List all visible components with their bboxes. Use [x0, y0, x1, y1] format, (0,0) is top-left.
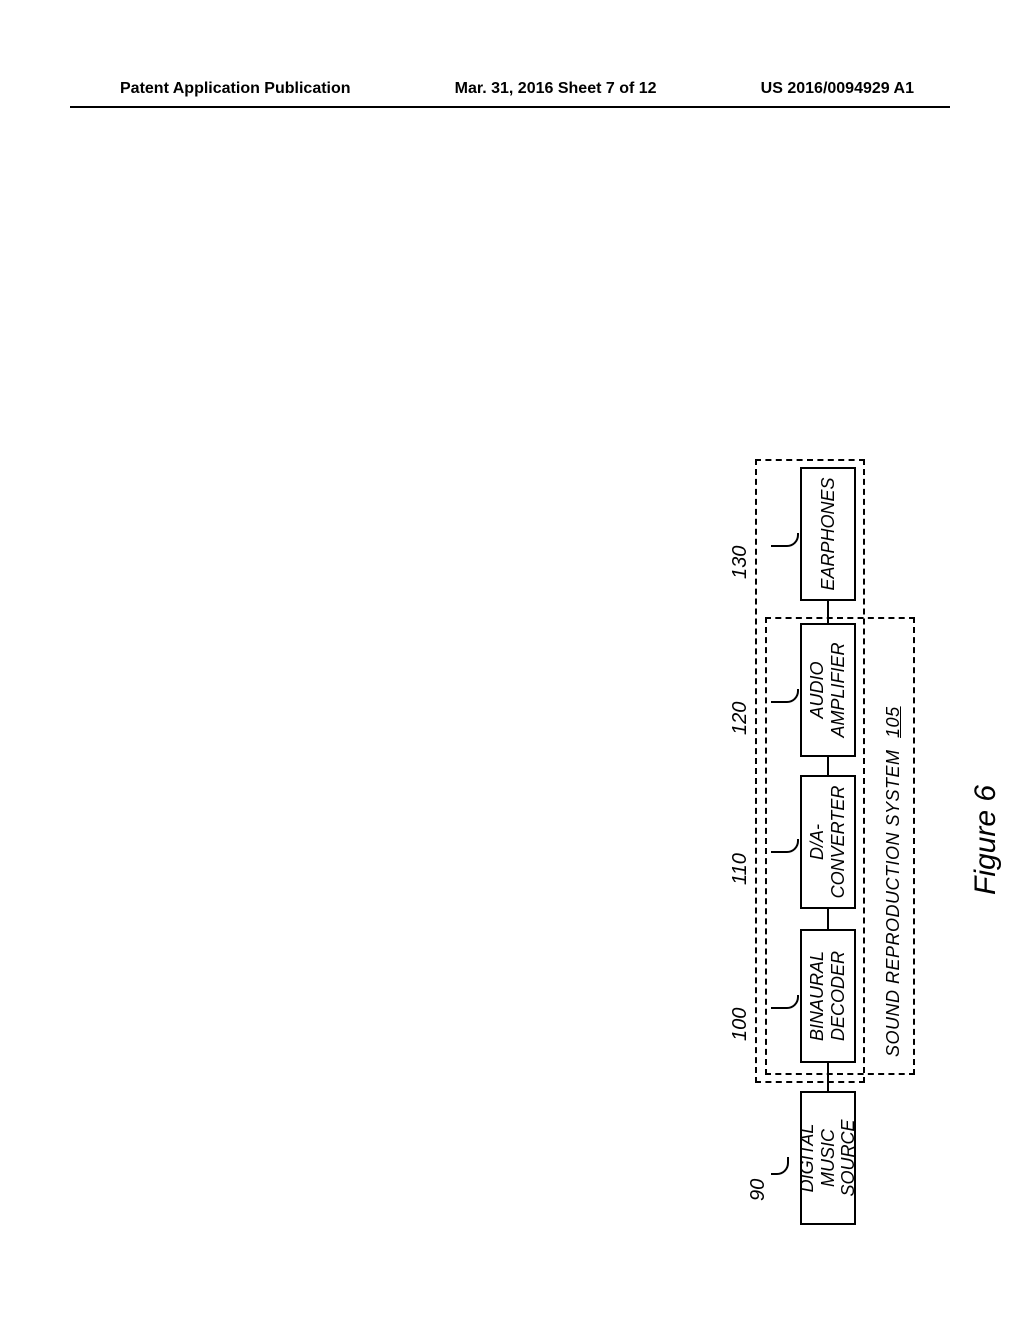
- conn-100-110: [827, 909, 829, 929]
- ref-90: 90: [747, 1179, 770, 1201]
- block-earphones: EARPHONES: [800, 467, 856, 601]
- conn-120-130: [827, 601, 829, 623]
- figure-6-diagram: SOUND REPRODUCTION SYSTEM 105 DIGITAL MU…: [725, 455, 1024, 1225]
- block-binaural-decoder: BINAURAL DECODER: [800, 929, 856, 1063]
- page-header: Patent Application Publication Mar. 31, …: [0, 80, 1024, 98]
- header-left: Patent Application Publication: [120, 80, 351, 98]
- header-right: US 2016/0094929 A1: [761, 80, 914, 98]
- ref-120: 120: [729, 702, 752, 735]
- header-rule: [70, 106, 950, 108]
- block-digital-music-source: DIGITAL MUSIC SOURCE: [800, 1091, 856, 1225]
- block-da-converter: D/A- CONVERTER: [800, 775, 856, 909]
- conn-90-100: [827, 1063, 829, 1091]
- conn-110-120: [827, 757, 829, 775]
- block-audio-amplifier: AUDIO AMPLIFIER: [800, 623, 856, 757]
- ref-130: 130: [729, 546, 752, 579]
- system-label-text: SOUND REPRODUCTION SYSTEM: [883, 749, 903, 1057]
- header-center: Mar. 31, 2016 Sheet 7 of 12: [455, 80, 657, 98]
- ref-100: 100: [729, 1008, 752, 1041]
- figure-caption: Figure 6: [969, 785, 1003, 895]
- system-label: SOUND REPRODUCTION SYSTEM 105: [883, 706, 904, 1057]
- leader-90: [771, 1157, 789, 1175]
- ref-110: 110: [729, 853, 752, 885]
- system-ref: 105: [883, 706, 903, 738]
